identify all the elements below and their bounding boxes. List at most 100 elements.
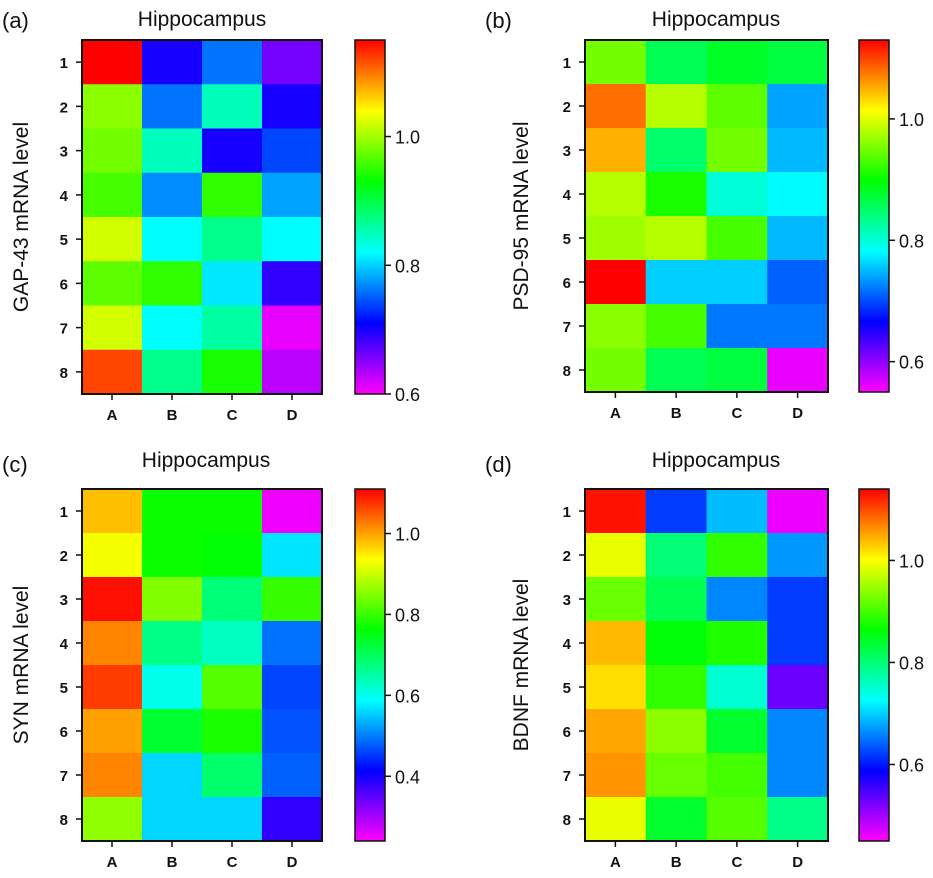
heatmap-cell bbox=[706, 533, 768, 578]
heatmap-cell bbox=[706, 489, 768, 534]
heatmap-cell bbox=[645, 577, 707, 622]
plot-frame bbox=[81, 39, 323, 395]
heatmap-cell bbox=[706, 128, 768, 173]
heatmap-cell bbox=[82, 349, 143, 395]
y-tick-label: 5 bbox=[60, 680, 68, 697]
heatmap-cell bbox=[262, 797, 323, 842]
plot-frame bbox=[584, 488, 829, 842]
heatmap-cell bbox=[82, 128, 143, 174]
heatmap-cell bbox=[262, 753, 323, 798]
heatmap-cell bbox=[262, 217, 323, 262]
heatmap-cell bbox=[202, 261, 263, 306]
colorbar-tick-label: 0.8 bbox=[899, 653, 924, 673]
heatmap-panel-a: 1 2 3 4 5 6 7 8 A B C D Hippocampus (a) GAP-43 mRNA le… bbox=[2, 8, 420, 424]
heatmap-cell bbox=[262, 128, 323, 174]
heatmap-cell bbox=[585, 753, 647, 798]
heatmap-cell bbox=[142, 217, 203, 262]
y-tick-label: 3 bbox=[60, 592, 68, 609]
x-tick-label: C bbox=[227, 407, 238, 424]
heatmap-cell bbox=[767, 621, 829, 666]
y-tick-label: 8 bbox=[563, 812, 571, 829]
y-tick-label: 4 bbox=[563, 636, 572, 653]
heatmap-cell bbox=[82, 40, 143, 85]
heatmap-cell bbox=[585, 84, 647, 129]
heatmap-cell bbox=[585, 621, 647, 666]
x-tick-label: C bbox=[731, 405, 742, 422]
heatmap-cell bbox=[82, 709, 143, 754]
heatmap-cell bbox=[262, 40, 323, 85]
colorbar bbox=[859, 40, 889, 392]
heatmap-cell bbox=[645, 533, 707, 578]
heatmap-cell bbox=[585, 489, 647, 534]
heatmap-cell bbox=[767, 753, 829, 798]
colorbar-tick-label: 0.6 bbox=[899, 353, 924, 373]
heatmap-cell bbox=[767, 128, 829, 173]
heatmap-cell bbox=[202, 665, 263, 710]
y-tick-label: 8 bbox=[60, 812, 68, 829]
heatmap-cell bbox=[202, 172, 263, 218]
heatmap-cell bbox=[262, 665, 323, 710]
y-tick-label: 2 bbox=[563, 99, 571, 116]
heatmap-cell bbox=[767, 216, 829, 261]
x-tick-label: D bbox=[287, 407, 298, 424]
heatmap-cell bbox=[82, 84, 143, 129]
x-tick-label: A bbox=[610, 854, 621, 871]
heatmap-cell bbox=[82, 797, 143, 842]
heatmap-cell bbox=[706, 753, 768, 798]
heatmap-cell bbox=[142, 261, 203, 306]
x-tick-label: B bbox=[167, 407, 178, 424]
colorbar-frame bbox=[354, 39, 386, 395]
heatmap-cell bbox=[767, 304, 829, 349]
heatmap-cell bbox=[142, 665, 203, 710]
heatmap-cell bbox=[706, 797, 768, 842]
heatmap-cell bbox=[706, 216, 768, 261]
y-tick-label: 1 bbox=[563, 504, 571, 521]
x-tick-label: C bbox=[227, 854, 238, 871]
panel-label: (c) bbox=[2, 452, 28, 477]
y-tick-label: 1 bbox=[60, 504, 68, 521]
heatmap-cell bbox=[262, 533, 323, 578]
heatmap-cell bbox=[585, 797, 647, 842]
heatmap-cell bbox=[202, 217, 263, 262]
plot-frame bbox=[584, 39, 829, 393]
heatmap-cell bbox=[645, 304, 707, 349]
heatmap-cell bbox=[142, 172, 203, 218]
heatmap-cell bbox=[202, 621, 263, 666]
heatmap-cell bbox=[706, 348, 768, 393]
heatmap-panel-b: 1 2 3 4 5 6 7 8 A B C D Hippocampus (b) PSD-95 mRNA le… bbox=[485, 8, 924, 422]
y-tick-label: 3 bbox=[60, 144, 68, 161]
y-tick-label: 2 bbox=[60, 99, 68, 116]
heatmap-cell bbox=[585, 260, 647, 305]
heatmap-cell bbox=[82, 533, 143, 578]
y-tick-label: 4 bbox=[60, 636, 69, 653]
heatmap-cell bbox=[767, 797, 829, 842]
heatmap-cell bbox=[202, 797, 263, 842]
heatmap-cell bbox=[585, 128, 647, 173]
x-tick-label: A bbox=[107, 854, 118, 871]
y-tick-label: 7 bbox=[563, 319, 571, 336]
x-tick-label: D bbox=[792, 405, 803, 422]
panel-label: (a) bbox=[2, 8, 29, 33]
heatmap-cell bbox=[706, 665, 768, 710]
heatmap-cell bbox=[142, 40, 203, 85]
y-tick-label: 3 bbox=[563, 143, 571, 160]
heatmap-cell bbox=[82, 261, 143, 306]
heatmap-cell bbox=[262, 261, 323, 306]
colorbar-tick-label: 1.0 bbox=[899, 551, 924, 571]
heatmap-cell bbox=[142, 533, 203, 578]
heatmap-cell bbox=[142, 489, 203, 534]
y-tick-label: 8 bbox=[60, 365, 68, 382]
colorbar-tick-label: 0.8 bbox=[899, 231, 924, 251]
x-tick-label: A bbox=[107, 407, 118, 424]
heatmap-cell bbox=[645, 621, 707, 666]
heatmap-cell bbox=[645, 84, 707, 129]
heatmap-cell bbox=[262, 305, 323, 351]
heatmap-cell bbox=[767, 665, 829, 710]
heatmap-cell bbox=[706, 709, 768, 754]
y-tick-label: 6 bbox=[60, 276, 68, 293]
heatmap-cell bbox=[645, 128, 707, 173]
heatmap-cell bbox=[645, 797, 707, 842]
heatmap-cell bbox=[767, 40, 829, 85]
heatmap-cell bbox=[585, 665, 647, 710]
colorbar bbox=[859, 489, 889, 841]
